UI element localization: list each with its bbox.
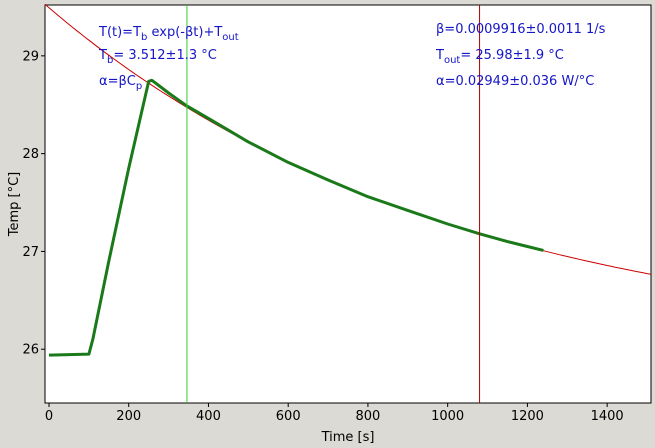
plot-area xyxy=(44,4,652,404)
x-axis-label: Time [s] xyxy=(321,430,375,445)
x-tick-label: 200 xyxy=(116,409,141,424)
y-tick-label: 28 xyxy=(22,147,39,162)
fit-annotations-left: T(t)=Tb exp(-βt)+Tout Tb= 3.512±1.3 °C α… xyxy=(98,25,239,92)
y-tick-label: 26 xyxy=(22,343,39,358)
x-tick-label: 1000 xyxy=(431,409,464,424)
fit-alpha-definition: α=βCp xyxy=(99,74,142,92)
fit-tout: Tout= 25.98±1.9 °C xyxy=(435,48,564,66)
fit-beta: β=0.0009916±0.0011 1/s xyxy=(436,22,606,37)
y-tick-label: 27 xyxy=(22,245,39,260)
x-tick-label: 800 xyxy=(356,409,381,424)
fit-annotations-right: β=0.0009916±0.0011 1/s Tout= 25.98±1.9 °… xyxy=(435,22,606,89)
data-series-0 xyxy=(48,78,544,357)
x-tick-label: 400 xyxy=(196,409,221,424)
fit-formula: T(t)=Tb exp(-βt)+Tout xyxy=(98,25,239,43)
x-tick-label: 1200 xyxy=(511,409,544,424)
x-tick-label: 1400 xyxy=(591,409,624,424)
x-tick-label: 600 xyxy=(276,409,301,424)
fit-tb: Tb= 3.512±1.3 °C xyxy=(98,48,217,66)
x-tick-label: 0 xyxy=(45,409,53,424)
y-axis-label: Temp [°C] xyxy=(7,172,22,238)
y-tick-label: 29 xyxy=(22,49,39,64)
fit-alpha-value: α=0.02949±0.036 W/°C xyxy=(436,74,594,89)
